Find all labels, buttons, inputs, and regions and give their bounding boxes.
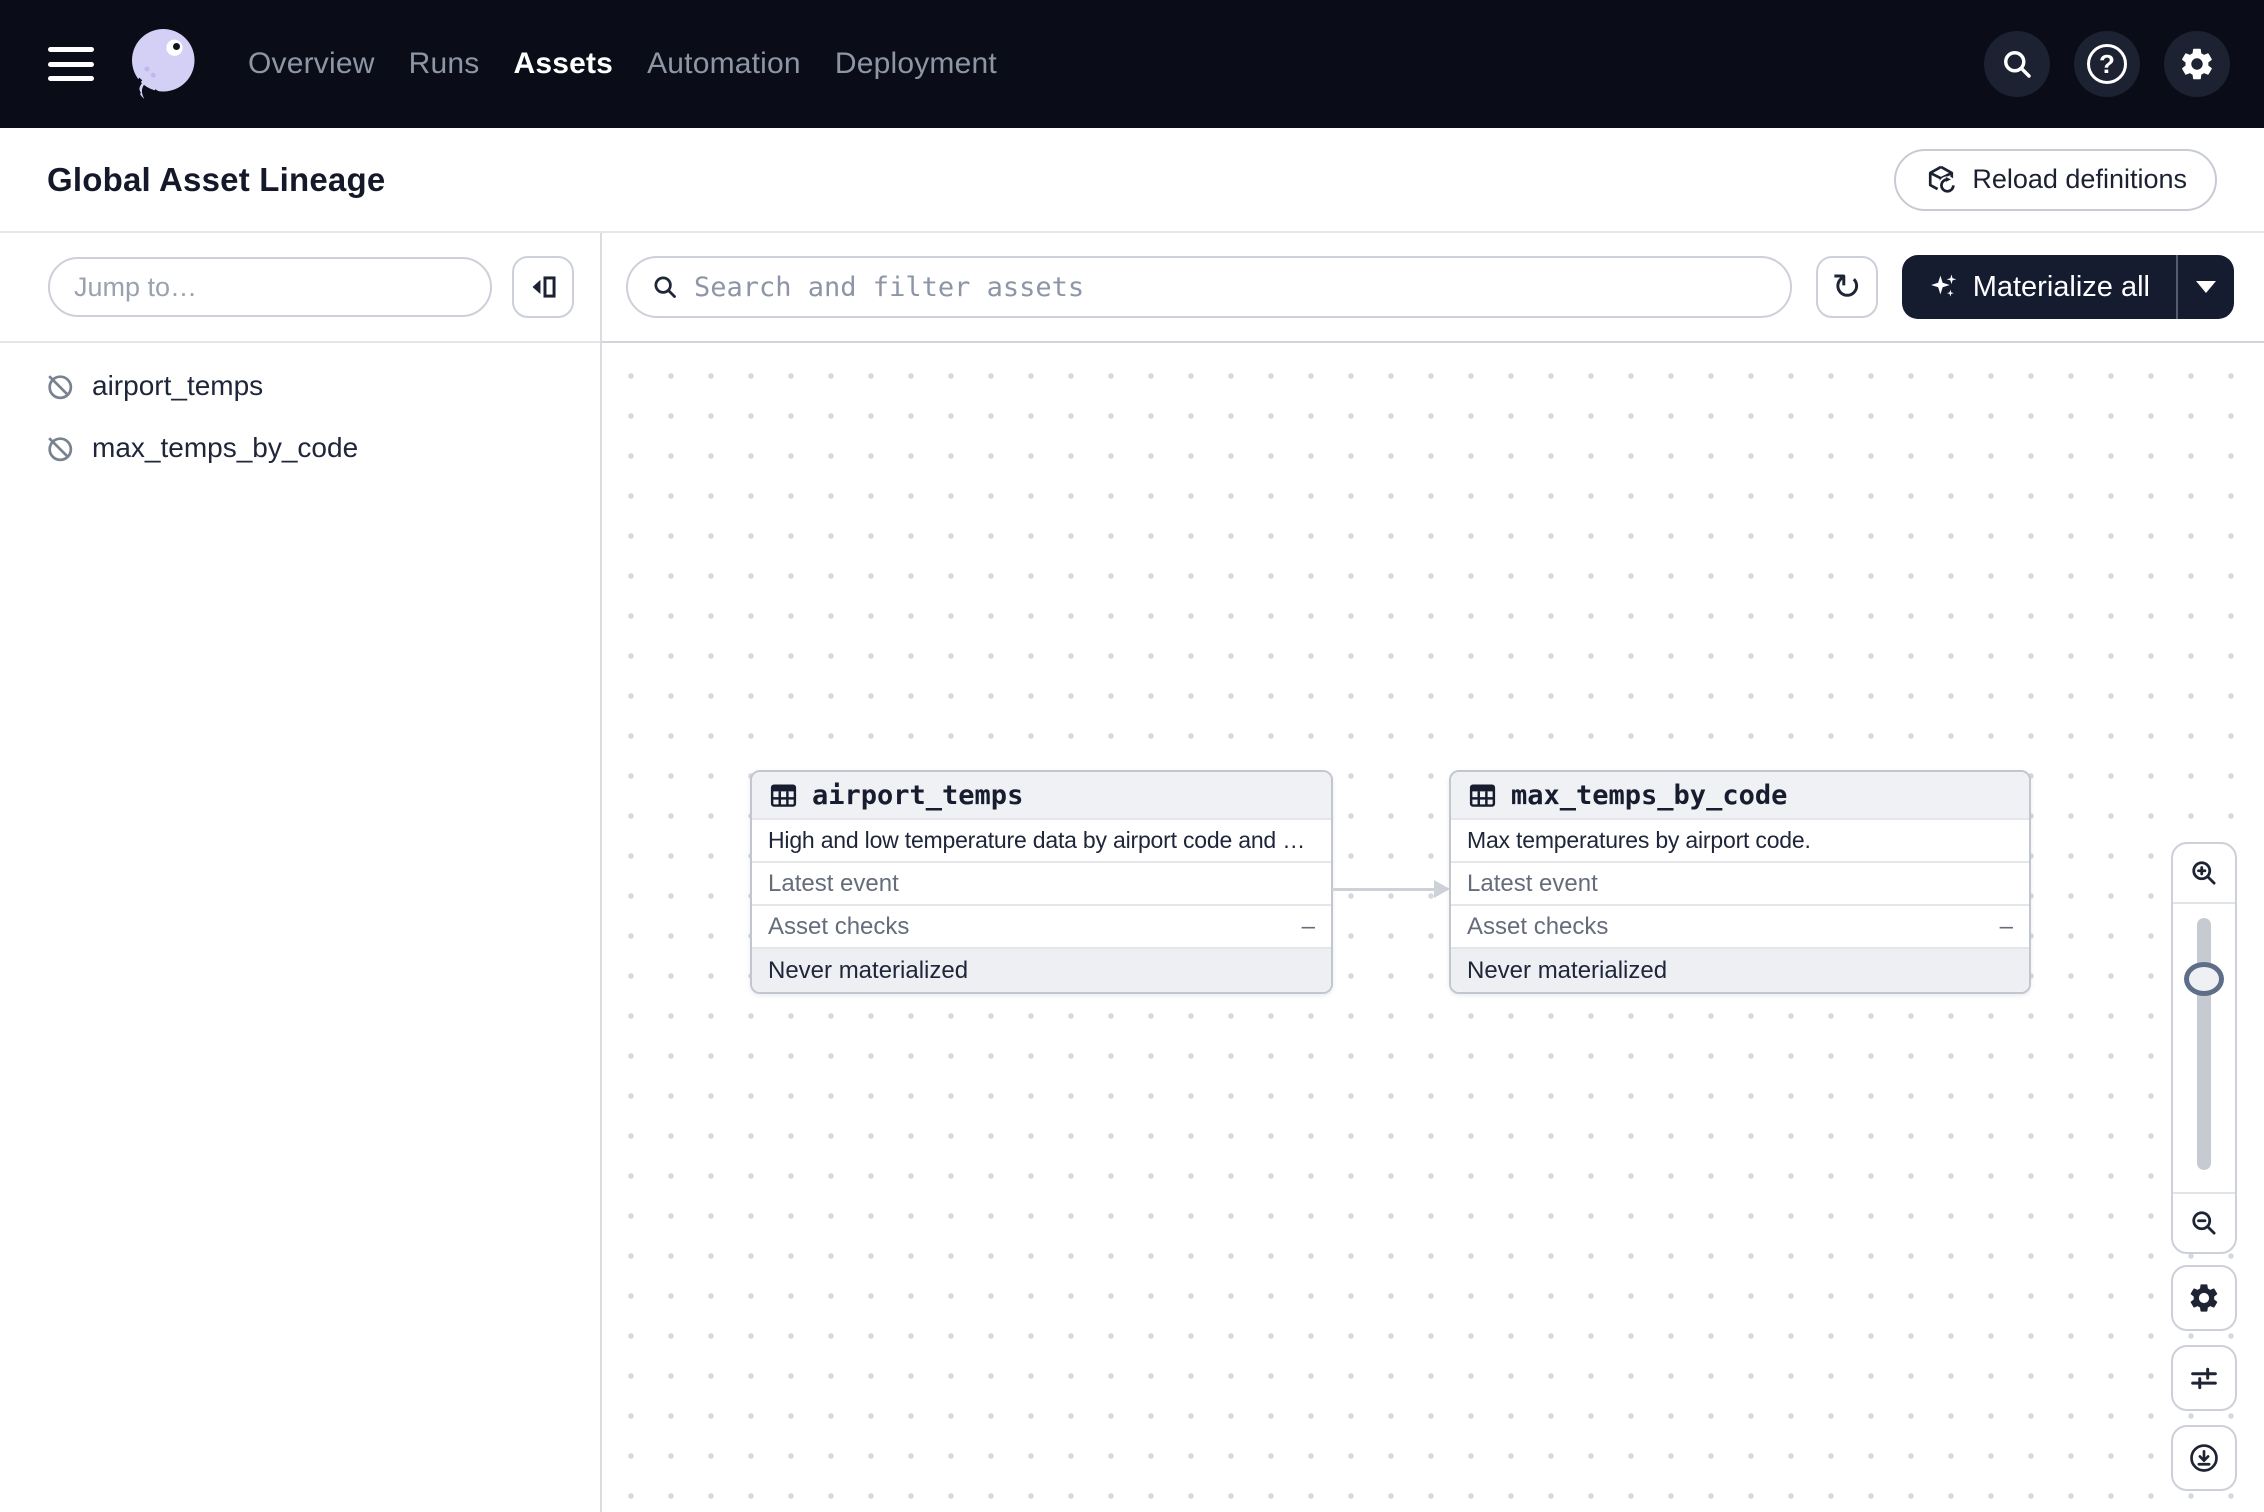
latest-event-label: Latest event [768,869,899,897]
zoom-slider-track[interactable] [2197,918,2211,1170]
latest-event-row: Latest event [1451,861,2029,904]
settings-gear-icon [2182,48,2212,80]
filters-icon [2191,1367,2217,1390]
lineage-edge-arrow [1332,880,1450,898]
sidebar-toolbar [0,233,600,343]
graph-filters-button[interactable] [2171,1345,2237,1411]
sparkles-icon [1930,274,1956,297]
nav-links: Overview Runs Assets Automation Deployme… [248,47,997,81]
asset-search-input[interactable] [694,271,1768,303]
asset-node-name: airport_temps [812,779,1024,811]
zoom-in-icon [2192,861,2216,885]
zoom-in-button[interactable] [2173,844,2235,902]
materialize-all-label: Materialize all [1972,270,2150,303]
asset-node-header: max_temps_by_code [1451,772,2029,818]
download-graph-button[interactable] [2171,1425,2237,1491]
collapse-panel-icon [532,276,556,298]
lineage-sidebar: airport_temps max_temps_by_code [0,233,602,1512]
zoom-out-icon [2192,1211,2216,1235]
workspace: airport_temps max_temps_by_code ↻ [0,233,2264,1512]
caret-down-icon [2196,281,2216,293]
materialize-all-main[interactable]: Materialize all [1902,255,2176,319]
asset-checks-row: Asset checks – [1451,904,2029,947]
zoom-out-button[interactable] [2173,1194,2235,1252]
page-header: Global Asset Lineage Reload definitions [0,128,2264,233]
zoom-slider-thumb[interactable] [2184,962,2224,996]
sidebar-item-airport-temps[interactable]: airport_temps [0,355,600,417]
asset-description: High and low temperature data by airport… [768,827,1315,853]
asset-description: Max temperatures by airport code. [1467,827,1811,853]
asset-item-label: max_temps_by_code [92,432,359,463]
asset-node-header: airport_temps [752,772,1331,818]
collapse-sidebar-button[interactable] [512,256,574,318]
graph-settings-button[interactable] [2171,1265,2237,1331]
help-button[interactable]: ? [2074,31,2140,97]
nav-actions: ? [1984,31,2230,97]
asset-node-name: max_temps_by_code [1511,779,1788,811]
asset-item-label: airport_temps [92,370,264,401]
reload-cube-icon [1929,165,1957,194]
table-icon [1469,783,1496,807]
materialization-status: Never materialized [768,956,969,984]
table-icon [770,783,797,807]
search-button[interactable] [1984,31,2050,97]
asset-node-description-row: Max temperatures by airport code. [1451,818,2029,861]
reload-definitions-button[interactable]: Reload definitions [1894,148,2217,211]
materialize-all-button: Materialize all [1901,255,2234,319]
asset-checks-label: Asset checks [1467,912,1609,940]
asset-node-airport-temps[interactable]: airport_temps High and low temperature d… [750,770,1333,994]
canvas-toolbar: ↻ Materialize all [602,233,2264,343]
slashed-circle-icon [48,374,73,399]
dagster-logo[interactable] [122,24,202,104]
materialize-dropdown-button[interactable] [2178,255,2234,319]
refresh-icon: ↻ [1831,266,1862,307]
zoom-slider[interactable] [2173,904,2235,1192]
asset-list: airport_temps max_temps_by_code [0,343,600,479]
materialization-status-bar: Never materialized [1451,947,2029,992]
hamburger-menu-icon[interactable] [48,47,94,81]
search-icon [654,276,676,298]
button-divider [2176,255,2178,319]
asset-checks-value: – [1999,912,2013,940]
reload-definitions-label: Reload definitions [1972,164,2187,194]
latest-event-label: Latest event [1467,869,1598,897]
nav-item-assets[interactable]: Assets [513,47,614,80]
asset-node-max-temps-by-code[interactable]: max_temps_by_code Max temperatures by ai… [1449,770,2031,994]
nav-item-deployment[interactable]: Deployment [834,47,997,80]
search-icon [2004,51,2031,78]
materialization-status-bar: Never materialized [752,947,1331,992]
asset-checks-value: – [1301,912,1315,940]
gear-icon [2190,1284,2218,1312]
asset-node-description-row: High and low temperature data by airport… [752,818,1331,861]
latest-event-row: Latest event [752,861,1331,904]
refresh-button[interactable]: ↻ [1815,256,1878,318]
lineage-canvas: ↻ Materialize all [602,233,2264,1512]
help-icon: ? [2087,44,2127,84]
jump-to-input[interactable] [48,257,492,317]
asset-checks-label: Asset checks [768,912,910,940]
nav-item-runs[interactable]: Runs [408,47,480,80]
divider [2173,902,2235,904]
asset-checks-row: Asset checks – [752,904,1331,947]
top-nav: Overview Runs Assets Automation Deployme… [0,0,2264,128]
slashed-circle-icon [48,436,73,461]
page-title: Global Asset Lineage [47,160,386,198]
asset-search-box[interactable] [626,256,1792,318]
zoom-control-panel [2171,842,2237,1254]
settings-button[interactable] [2164,31,2230,97]
materialization-status: Never materialized [1467,956,1668,984]
nav-item-automation[interactable]: Automation [647,47,801,80]
sidebar-item-max-temps-by-code[interactable]: max_temps_by_code [0,417,600,479]
nav-item-overview[interactable]: Overview [248,47,375,80]
download-icon [2190,1444,2218,1472]
divider [2173,1192,2235,1194]
lineage-graph-canvas[interactable]: airport_temps High and low temperature d… [602,343,2264,1512]
